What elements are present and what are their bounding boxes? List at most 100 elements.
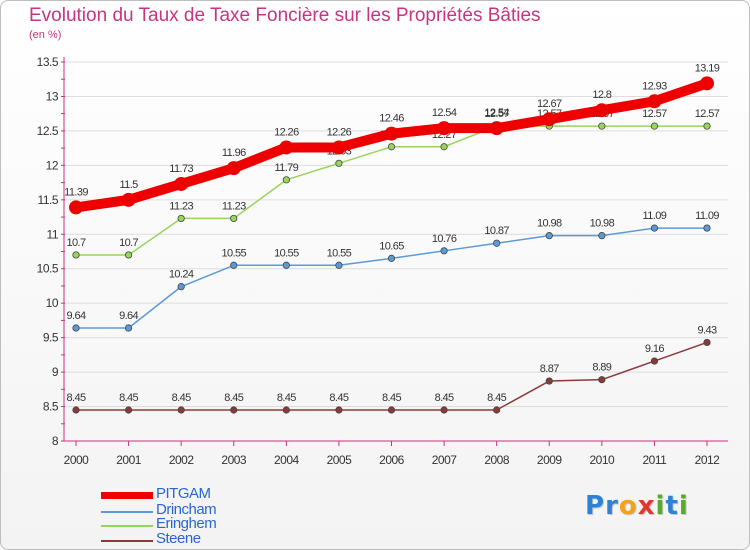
series-pitgam-point [174,176,189,191]
y-tick-label: 9 [52,365,59,379]
series-eringhem-data-label: 12.57 [484,108,509,120]
unit-label: (en %) [29,29,62,41]
x-tick-label: 2006 [379,453,405,467]
series-pitgam-point [437,121,452,136]
y-tick-label: 13.5 [37,55,59,69]
series-eringhem-data-label: 12.57 [642,108,667,120]
series-pitgam-data-label: 13.19 [695,62,720,74]
series-drincham-point [598,232,606,240]
x-tick-label: 2009 [537,453,563,467]
x-tick-label: 2011 [643,453,668,467]
series-steene-data-label: 8.45 [224,392,243,404]
x-tick-label: 2007 [432,453,458,467]
series-steene-point [282,406,290,414]
series-pitgam-data-label: 12.54 [432,107,457,119]
series-eringhem-point [650,122,659,130]
series-pitgam-data-label: 11.96 [222,147,246,159]
series-steene-data-label: 8.45 [435,392,454,404]
legend-swatch [101,525,153,527]
series-drincham-point [72,324,80,332]
series-drincham-data-label: 10.55 [274,247,299,259]
series-eringhem-point [230,214,238,223]
series-pitgam-point [69,200,83,215]
series-drincham-point [387,254,396,262]
series-pitgam-data-label: 12.67 [537,98,562,110]
y-tick-label: 10.5 [37,262,59,276]
x-tick-label: 2000 [64,453,90,467]
series-eringhem-data-label: 10.7 [66,237,85,249]
series-eringhem-point [124,251,133,259]
series-pitgam-data-label: 11.5 [119,179,138,191]
series-pitgam-data-label: 12.26 [327,126,352,138]
series-eringhem-point [440,143,448,151]
y-tick-label: 12.5 [37,124,59,138]
x-tick-label: 2008 [484,453,510,467]
series-drincham-data-label: 9.64 [66,310,85,322]
series-drincham-point [282,261,290,269]
chart-title: Evolution du Taux de Taxe Foncière sur l… [29,5,541,26]
series-drincham-data-label: 10.98 [537,218,562,230]
series-drincham-point [177,283,185,291]
series-steene-data-label: 8.45 [66,392,85,404]
x-tick-label: 2003 [221,453,247,467]
series-steene-data-label: 8.45 [382,392,401,404]
series-drincham-data-label: 10.24 [169,269,194,281]
series-steene-point [230,406,238,414]
series-steene-point [335,406,343,414]
series-eringhem-point [703,122,711,130]
series-drincham-data-label: 10.65 [379,240,404,252]
series-eringhem-point [177,214,185,223]
series-pitgam-data-label: 12.54 [484,107,509,119]
y-tick-label: 10 [46,296,59,310]
y-tick-label: 13 [46,89,59,103]
series-steene-point [440,406,448,414]
series-steene-data-label: 9.43 [697,324,716,336]
series-drincham-point [440,247,448,255]
series-eringhem-point [282,176,290,184]
series-pitgam-point [384,126,399,141]
series-steene-point [387,406,396,414]
legend-swatch [101,492,153,499]
proxiti-logo: Proxiti [585,491,689,521]
series-drincham-point [493,239,501,247]
series-eringhem-data-label: 10.7 [119,237,138,249]
legend-label: Drincham [156,501,217,518]
y-tick-label: 8 [52,434,59,448]
series-drincham-data-label: 9.64 [119,310,138,322]
series-drincham-data-label: 10.87 [484,225,509,237]
series-pitgam-point [594,103,609,118]
series-pitgam-data-label: 12.93 [642,80,667,92]
y-tick-label: 8.5 [43,400,59,414]
series-steene-data-label: 9.16 [645,343,664,355]
x-tick-label: 2005 [327,453,353,467]
legend-label: Eringhem [156,515,217,532]
series-drincham-data-label: 11.09 [643,210,667,222]
series-eringhem-point [387,143,396,151]
legend-swatch [101,540,153,542]
series-drincham-data-label: 10.55 [327,247,352,259]
series-drincham-point [124,324,133,332]
series-steene-point [177,406,185,414]
y-tick-label: 12 [46,158,59,172]
series-pitgam-point [226,161,241,176]
series-pitgam-data-label: 11.73 [169,163,193,175]
series-steene-data-label: 8.45 [172,392,191,404]
series-steene-data-label: 8.45 [277,392,296,404]
series-eringhem-point [598,122,606,130]
series-pitgam-data-label: 12.26 [274,126,299,138]
series-steene-data-label: 8.89 [592,362,611,374]
series-drincham-data-label: 10.98 [590,218,615,230]
series-steene-point [703,338,711,347]
series-drincham-data-label: 10.55 [221,247,246,259]
series-steene-data-label: 8.45 [329,392,348,404]
x-tick-label: 2002 [169,453,195,467]
series-pitgam-point [647,94,662,109]
series-eringhem-data-label: 11.79 [274,162,298,174]
series-steene-data-label: 8.87 [540,363,559,375]
legend-label: PITGAM [156,485,211,502]
series-eringhem-data-label: 11.23 [169,200,193,212]
legend-label: Steene [156,530,201,547]
series-drincham-point [650,224,659,232]
series-steene-point [545,377,553,385]
